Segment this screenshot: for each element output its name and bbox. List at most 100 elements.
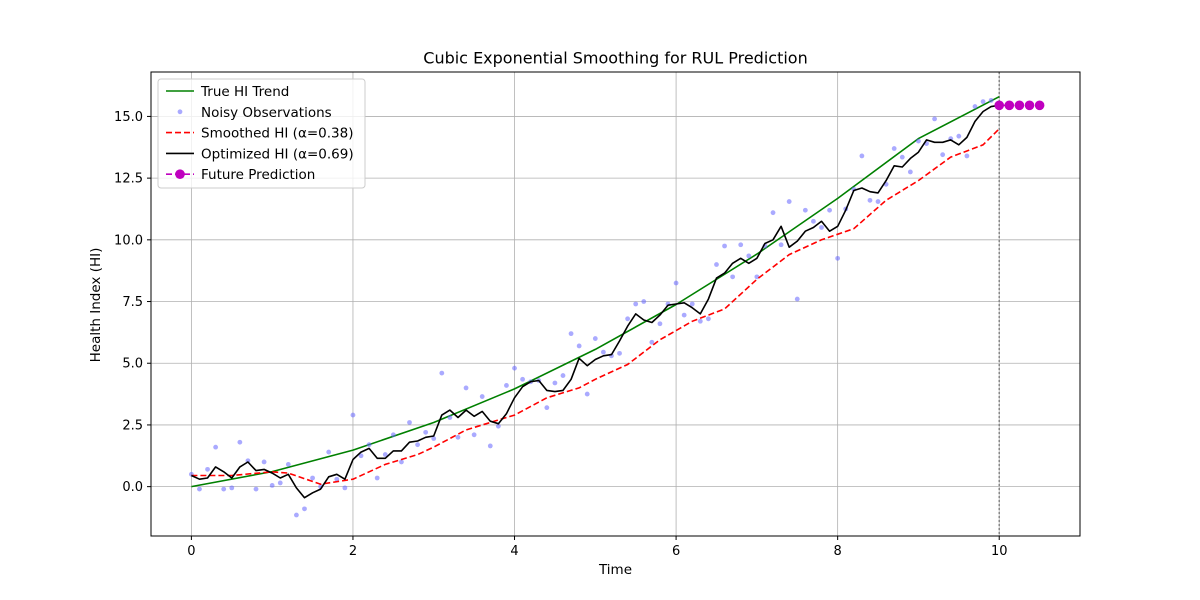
observation-point bbox=[221, 486, 227, 492]
observation-point bbox=[600, 349, 606, 355]
observation-point bbox=[794, 296, 800, 302]
observation-point bbox=[253, 486, 259, 492]
legend: True HI Trend Noisy Observations Smoothed … bbox=[157, 78, 366, 189]
observation-point bbox=[568, 331, 574, 337]
observation-point bbox=[932, 116, 937, 122]
observation-point bbox=[310, 475, 315, 481]
legend-label: Noisy Observations bbox=[201, 105, 332, 121]
observation-point bbox=[907, 169, 913, 175]
observation-point bbox=[980, 99, 986, 105]
prediction-point bbox=[1034, 100, 1045, 111]
observation-point bbox=[722, 243, 727, 249]
y-tick-label: 12.5 bbox=[114, 172, 143, 187]
observation-point bbox=[302, 506, 307, 512]
observation-point bbox=[786, 199, 792, 204]
legend-label: Future Prediction bbox=[201, 167, 315, 183]
y-tick-label: 10.0 bbox=[114, 233, 143, 248]
axes-frame bbox=[150, 71, 1081, 537]
observation-point bbox=[697, 318, 703, 324]
observation-point bbox=[382, 452, 388, 457]
observation-point bbox=[326, 449, 332, 455]
prediction-point bbox=[994, 100, 1005, 111]
observation-point bbox=[867, 197, 873, 203]
legend-label: True HI Trend bbox=[200, 84, 289, 100]
prediction-point bbox=[1024, 100, 1035, 111]
observation-point bbox=[859, 153, 865, 159]
observation-point bbox=[754, 274, 760, 280]
x-tick-label: 8 bbox=[834, 544, 842, 559]
observation-point bbox=[544, 405, 550, 411]
y-tick-label: 0.0 bbox=[122, 480, 143, 495]
axes: 0 2 4 6 8 10 0.0 2.5 5.0 7.5 10.0 12.5 15.0 bbox=[114, 71, 1081, 559]
prediction-point bbox=[1004, 100, 1015, 111]
x-tick-label: 0 bbox=[187, 544, 195, 559]
observation-point bbox=[899, 154, 905, 160]
observation-point bbox=[560, 373, 566, 378]
observation-point bbox=[205, 466, 210, 472]
observation-point bbox=[261, 459, 267, 465]
observation-point bbox=[738, 242, 744, 248]
legend-label: Optimized HI (α=0.69) bbox=[201, 146, 354, 162]
observation-point bbox=[350, 412, 356, 418]
observation-point bbox=[399, 459, 404, 465]
y-tick-label: 7.5 bbox=[122, 295, 143, 310]
observation-point bbox=[471, 432, 477, 438]
observation-point bbox=[649, 339, 655, 345]
observation-point bbox=[504, 383, 509, 388]
observation-point bbox=[891, 146, 897, 151]
observation-point bbox=[447, 415, 453, 420]
observation-point bbox=[617, 350, 622, 356]
observation-point bbox=[972, 104, 978, 109]
observation-point bbox=[730, 274, 736, 280]
observation-point bbox=[423, 429, 429, 435]
observation-point bbox=[439, 370, 445, 376]
observation-point bbox=[964, 153, 970, 159]
observation-point bbox=[374, 475, 380, 481]
observation-point bbox=[463, 385, 469, 391]
observation-point bbox=[390, 432, 396, 438]
observation-point bbox=[689, 301, 695, 307]
observation-point bbox=[520, 376, 525, 382]
series-layer bbox=[188, 72, 1045, 536]
y-axis-label: Health Index (HI) bbox=[88, 248, 104, 363]
observation-point bbox=[479, 394, 485, 399]
observation-point bbox=[197, 486, 202, 492]
x-tick-label: 2 bbox=[349, 544, 357, 559]
smoothed-line bbox=[191, 128, 1000, 486]
observation-point bbox=[431, 436, 437, 441]
observation-point bbox=[875, 199, 881, 204]
observation-point bbox=[576, 343, 582, 349]
observation-point bbox=[584, 391, 590, 397]
observation-point bbox=[657, 321, 663, 327]
observation-point bbox=[334, 476, 340, 482]
observation-point bbox=[940, 152, 946, 158]
observation-point bbox=[625, 316, 631, 322]
observation-point bbox=[633, 301, 639, 307]
observation-point bbox=[681, 312, 687, 318]
observation-point bbox=[916, 138, 921, 144]
x-axis-label: Time bbox=[598, 562, 632, 578]
observation-point bbox=[237, 439, 243, 445]
x-tick-label: 10 bbox=[991, 544, 1008, 559]
observation-point bbox=[778, 242, 784, 248]
observation-point bbox=[277, 480, 283, 486]
observation-point bbox=[269, 483, 275, 488]
observation-point bbox=[827, 207, 832, 213]
observation-point bbox=[342, 485, 348, 491]
observation-point bbox=[455, 434, 461, 440]
legend-box bbox=[157, 78, 366, 189]
observation-point bbox=[495, 423, 501, 429]
observation-point bbox=[285, 462, 291, 467]
y-tick-label: 5.0 bbox=[122, 357, 143, 372]
observation-point bbox=[407, 420, 412, 425]
observation-point bbox=[592, 336, 598, 341]
true-trend-line bbox=[191, 95, 1000, 488]
observation-point bbox=[956, 133, 962, 139]
observation-point bbox=[294, 512, 299, 518]
prediction-point bbox=[1014, 100, 1025, 111]
observation-point bbox=[770, 210, 776, 216]
x-tick-label: 6 bbox=[672, 544, 680, 559]
observation-point bbox=[552, 380, 558, 386]
observation-point bbox=[213, 444, 219, 450]
